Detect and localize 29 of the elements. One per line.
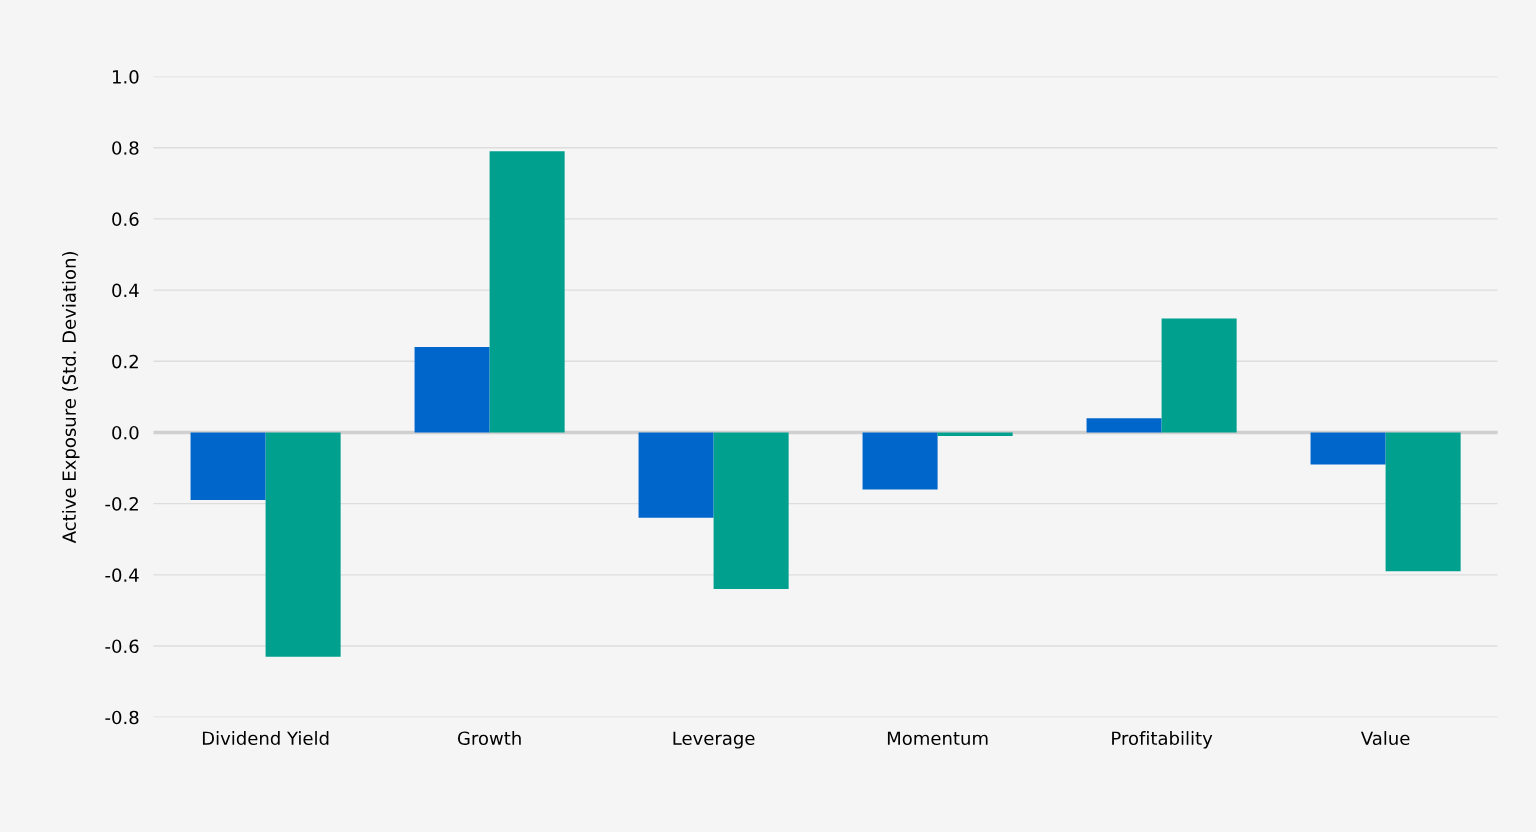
x-tick-label: Value	[1360, 731, 1410, 746]
bar	[937, 432, 1013, 437]
y-tick-label: 0.0	[112, 425, 139, 440]
y-tick-label: 0.4	[112, 283, 139, 298]
bar	[638, 432, 714, 518]
bar	[1161, 318, 1237, 433]
y-tick-label: -0.4	[105, 568, 139, 582]
y-tick-label: 1.0	[112, 70, 139, 84]
bar	[190, 432, 266, 501]
bar	[1310, 432, 1386, 465]
x-tick-label: Profitability	[1112, 731, 1213, 749]
bar	[1086, 418, 1162, 433]
bar	[489, 151, 565, 433]
bar	[414, 347, 490, 433]
y-tick-label: -0.8	[105, 710, 139, 725]
y-tick-label: 0.8	[112, 141, 139, 155]
x-tick-label: Leverage	[673, 731, 755, 749]
bar	[1385, 432, 1461, 572]
bar	[265, 432, 341, 657]
bar	[713, 432, 789, 590]
y-tick-label: -0.2	[105, 497, 138, 511]
y-tick-label: 0.2	[112, 354, 138, 369]
x-tick-label: Momentum	[887, 731, 988, 746]
y-tick-label: -0.6	[105, 639, 139, 654]
bar	[862, 432, 938, 490]
y-axis-title: Active Exposure (Std. Deviation)	[62, 252, 80, 544]
x-tick-label: Growth	[457, 731, 521, 746]
x-tick-label: Dividend Yield	[202, 731, 329, 746]
y-tick-label: 0.6	[112, 212, 139, 227]
